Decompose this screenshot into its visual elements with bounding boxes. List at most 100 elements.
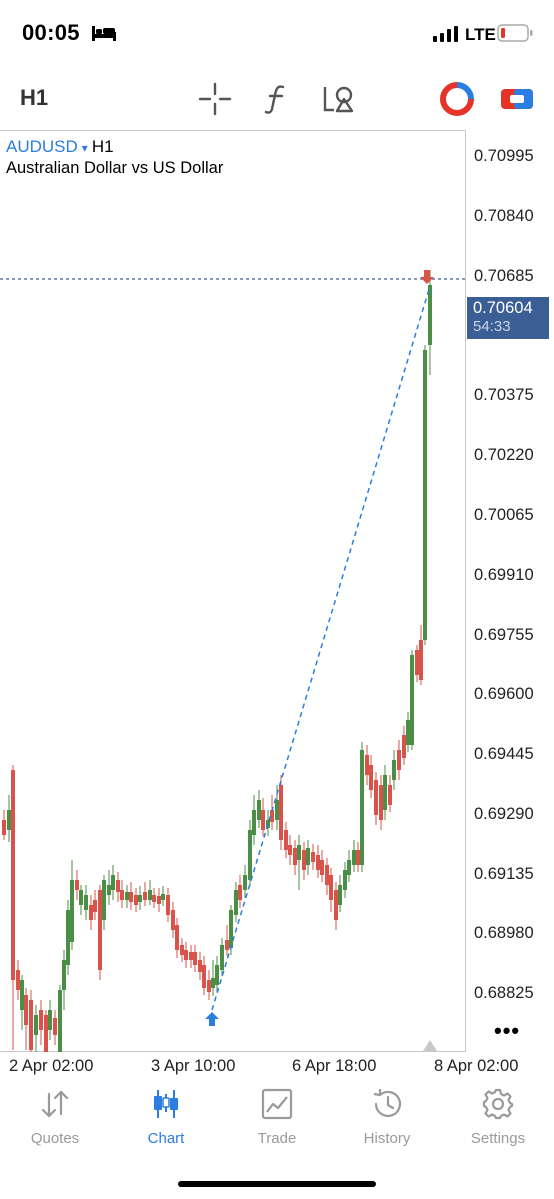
candles-group xyxy=(2,270,432,1052)
candle-body xyxy=(252,810,256,835)
chart-shift-icon xyxy=(423,1040,437,1051)
time-label: 2 Apr 02:00 xyxy=(9,1057,94,1075)
tab-label: Settings xyxy=(470,1130,526,1147)
candle-body xyxy=(189,952,193,960)
candle-body xyxy=(148,890,152,900)
candle-body xyxy=(365,755,369,775)
candle-body xyxy=(171,910,175,930)
symbol-dropdown-icon[interactable]: ▾ xyxy=(81,141,88,155)
candle-body xyxy=(360,750,364,865)
candle-body xyxy=(261,810,265,830)
price-label: 0.68825 xyxy=(474,984,534,1002)
chart-frame[interactable] xyxy=(0,130,466,1052)
home-indicator xyxy=(178,1181,376,1187)
chart-toolbar: H1 xyxy=(0,70,554,126)
candle-body xyxy=(29,1000,33,1050)
tab-label: History xyxy=(363,1130,411,1147)
candle-body xyxy=(138,895,142,902)
candle-body xyxy=(107,885,111,895)
candle-body xyxy=(48,1010,52,1030)
candle-body xyxy=(325,865,329,885)
candle-body xyxy=(225,940,229,950)
candle-body xyxy=(70,880,74,942)
candle-body xyxy=(419,640,423,680)
candle-body xyxy=(120,890,124,900)
candle-body xyxy=(39,1010,43,1030)
candles-icon xyxy=(154,1090,178,1118)
candle-body xyxy=(410,655,414,745)
candle-body xyxy=(316,855,320,870)
tab-label: Chart xyxy=(147,1130,185,1147)
price-label: 0.69600 xyxy=(474,685,534,703)
candle-body xyxy=(93,900,97,912)
candle-body xyxy=(157,896,161,904)
trade-chart-icon xyxy=(261,1088,293,1120)
candle-body xyxy=(248,830,252,880)
trade-line xyxy=(211,285,431,1011)
candle-body xyxy=(129,892,133,902)
quotes-arrows-icon xyxy=(41,1090,69,1118)
candle-body xyxy=(175,925,179,950)
candle-body xyxy=(275,800,279,820)
candle-body xyxy=(134,895,138,905)
price-label: 0.68980 xyxy=(474,924,534,942)
candle-body xyxy=(406,720,410,745)
price-label: 0.69135 xyxy=(474,865,534,883)
candle-body xyxy=(356,850,360,865)
tab-chart[interactable]: Chart xyxy=(111,1080,221,1160)
candle-body xyxy=(20,980,24,1010)
candle-body xyxy=(34,1015,38,1035)
candle-body xyxy=(98,890,102,970)
candle-body xyxy=(116,880,120,892)
candle-body xyxy=(302,850,306,870)
candle-body xyxy=(161,894,165,900)
candle-body xyxy=(297,845,301,860)
indicator-f-icon[interactable] xyxy=(260,82,294,116)
one-click-trading-icon[interactable] xyxy=(440,82,474,116)
price-label: 0.69755 xyxy=(474,626,534,644)
account-icon[interactable] xyxy=(500,82,534,116)
candle-body xyxy=(397,750,401,770)
time-label: 8 Apr 02:00 xyxy=(434,1057,519,1075)
candle-body xyxy=(198,960,202,972)
price-label: 0.69445 xyxy=(474,745,534,763)
candle-body xyxy=(338,885,342,905)
tab-trade[interactable]: Trade xyxy=(222,1080,332,1160)
network-label: LTE xyxy=(465,25,496,44)
candle-body xyxy=(11,770,15,980)
more-options-button[interactable]: ••• xyxy=(494,1018,521,1043)
candle-body xyxy=(79,890,83,905)
candle-body xyxy=(220,945,224,970)
candle-body xyxy=(392,760,396,780)
price-label: 0.70375 xyxy=(474,386,534,404)
candle-body xyxy=(62,960,66,990)
candle-body xyxy=(207,980,211,992)
bed-icon xyxy=(92,26,116,41)
symbol-name[interactable]: AUDUSD xyxy=(6,137,78,156)
candle-body xyxy=(229,910,233,948)
candle-body xyxy=(266,820,270,828)
sell-arrow-icon xyxy=(420,270,434,284)
candle-body xyxy=(125,892,129,900)
candle-body xyxy=(58,990,62,1052)
price-label: 0.70685 xyxy=(474,267,534,285)
status-time: 00:05 xyxy=(22,20,80,45)
battery-icon xyxy=(497,24,533,42)
price-chart[interactable] xyxy=(0,130,466,1052)
current-price: 0.70604 xyxy=(473,299,533,317)
candle-body xyxy=(415,650,419,675)
crosshair-icon[interactable] xyxy=(198,82,232,116)
candle-body xyxy=(7,810,11,830)
price-label: 0.70220 xyxy=(474,446,534,464)
timeframe-button[interactable]: H1 xyxy=(20,85,49,110)
tab-quotes[interactable]: Quotes xyxy=(0,1080,110,1160)
tab-history[interactable]: History xyxy=(332,1080,442,1160)
candle-body xyxy=(293,848,297,865)
tab-settings[interactable]: Settings xyxy=(443,1080,553,1160)
candle-body xyxy=(288,845,292,855)
objects-icon[interactable] xyxy=(322,82,356,116)
candle-body xyxy=(347,860,351,875)
candle-body xyxy=(180,945,184,955)
symbol-header[interactable]: AUDUSD ▾ H1 xyxy=(6,137,114,157)
candle-body xyxy=(270,810,274,822)
